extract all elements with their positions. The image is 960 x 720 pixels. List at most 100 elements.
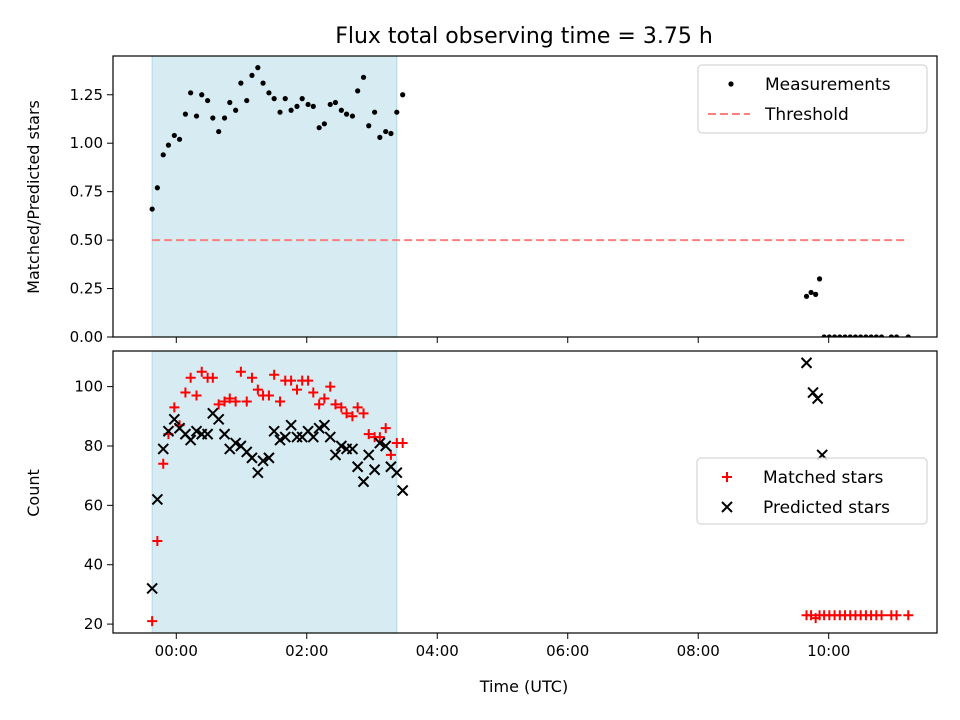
predicted-point <box>811 392 824 405</box>
measurement-point <box>858 334 864 337</box>
legend-marker <box>722 472 732 482</box>
matched-point <box>303 375 314 386</box>
matched-point <box>358 408 369 419</box>
measurement-point <box>383 128 389 135</box>
measurement-point <box>349 113 356 119</box>
measurement-point <box>360 74 367 80</box>
x-tick-label: 06:00 <box>546 642 589 660</box>
measurement-point <box>233 107 239 113</box>
measurement-point <box>182 111 189 117</box>
measurement-point <box>388 130 394 137</box>
measurement-point <box>400 92 406 98</box>
observing-span <box>151 55 398 338</box>
matched-point <box>347 411 358 422</box>
predicted-point <box>335 440 348 452</box>
measurement-point <box>227 99 233 106</box>
predicted-point <box>229 437 242 449</box>
matched-point <box>286 375 297 386</box>
predicted-point <box>307 431 319 443</box>
measurement-point <box>305 101 311 108</box>
matched-point <box>252 384 263 395</box>
matched-point <box>152 535 163 546</box>
legend-marker <box>721 501 733 513</box>
measurement-point <box>210 115 216 121</box>
measurement-point <box>813 291 819 297</box>
measurement-point <box>893 334 900 337</box>
matched-point <box>341 408 352 419</box>
matched-point <box>207 372 218 383</box>
legend-threshold-label: Threshold <box>764 105 849 125</box>
measurement-point <box>271 96 277 102</box>
matched-point <box>246 372 257 383</box>
predicted-point <box>313 422 325 434</box>
measurement-point <box>847 334 853 337</box>
measurement-point <box>842 334 848 337</box>
predicted-point <box>274 434 286 446</box>
measurement-point <box>249 72 255 78</box>
observing-span <box>151 350 398 634</box>
x-tick-label: 00:00 <box>155 642 198 660</box>
measurement-point <box>905 334 911 337</box>
measurement-point <box>327 101 333 108</box>
matched-point <box>158 458 169 469</box>
legend-label: Matched stars <box>763 468 883 488</box>
matched-point <box>235 366 246 377</box>
predicted-point <box>157 443 169 455</box>
predicted-point <box>374 437 386 449</box>
measurement-point <box>852 334 859 337</box>
measurement-point <box>366 123 372 129</box>
matched-point <box>876 610 887 621</box>
matched-point <box>219 396 230 407</box>
matched-point <box>325 381 336 392</box>
measurement-point <box>808 289 814 296</box>
y-tick-label: 40 <box>84 556 103 574</box>
measurement-point <box>837 334 843 337</box>
measurement-point <box>372 109 378 115</box>
measurement-point <box>294 103 300 109</box>
y-tick-label: 80 <box>84 437 103 455</box>
matched-point <box>380 423 391 434</box>
measurement-point <box>244 97 250 104</box>
axes-frame <box>112 350 938 634</box>
matched-point <box>319 393 330 404</box>
measurement-point <box>238 80 244 86</box>
matched-point <box>230 396 241 407</box>
predicted-point <box>380 440 392 452</box>
matched-point <box>180 387 191 398</box>
predicted-point <box>363 449 375 461</box>
matched-point <box>314 399 325 410</box>
matched-point <box>891 610 902 621</box>
predicted-point <box>252 466 264 479</box>
predicted-point <box>184 434 197 446</box>
matched-point <box>275 396 286 407</box>
x-axis-label: Time (UTC) <box>479 677 568 696</box>
measurement-point <box>176 136 183 142</box>
y-tick-label: 1.25 <box>70 86 103 104</box>
predicted-point <box>268 425 280 437</box>
matched-point <box>185 372 196 383</box>
y-tick-label: 0.75 <box>70 183 103 201</box>
matched-point <box>397 438 408 449</box>
matched-point <box>385 449 396 460</box>
matched-point <box>330 399 341 410</box>
bottom-y-axis-label: Count <box>24 469 43 517</box>
legend-frame <box>696 457 928 525</box>
matched-point <box>363 429 374 440</box>
measurement-point <box>193 113 200 119</box>
measurement-point <box>277 109 283 115</box>
x-tick-label: 10:00 <box>807 642 850 660</box>
predicted-point <box>168 413 181 425</box>
measurement-point <box>355 88 361 94</box>
predicted-point <box>318 419 331 431</box>
measurement-point <box>863 334 869 337</box>
measurement-point <box>154 185 160 191</box>
legend: Measurements Threshold <box>697 64 928 134</box>
measurement-point <box>310 103 316 109</box>
measurement-point <box>888 334 894 337</box>
measurement-point <box>165 142 172 148</box>
legend-measurements-label: Measurements <box>765 75 891 95</box>
predicted-point <box>357 475 370 488</box>
predicted-point <box>396 484 409 497</box>
y-tick-label: 20 <box>84 615 103 633</box>
predicted-point <box>291 431 303 443</box>
